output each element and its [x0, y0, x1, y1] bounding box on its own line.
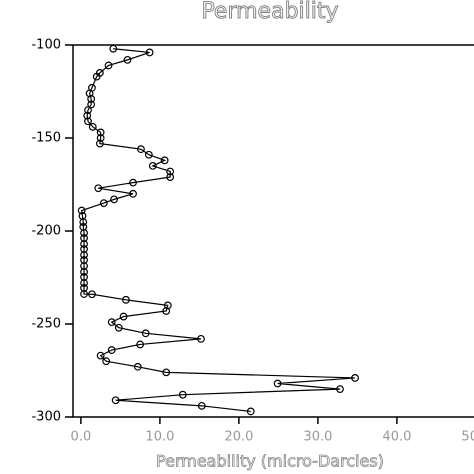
y-tick-label: -300: [31, 410, 61, 425]
x-tick-label: 50.0: [461, 430, 474, 445]
data-point: [107, 346, 116, 354]
x-tick-label: 10.0: [145, 430, 174, 445]
data-point: [123, 55, 132, 64]
data-point: [144, 150, 153, 159]
data-point: [83, 111, 92, 120]
data-point: [102, 357, 111, 366]
x-tick-label: 40.0: [382, 430, 411, 445]
y-tick-label: -200: [31, 224, 61, 239]
data-point: [88, 122, 97, 131]
data-point: [80, 240, 88, 248]
data-point: [162, 368, 171, 377]
data-point: [96, 128, 105, 137]
data-point: [141, 329, 150, 338]
data-point: [336, 385, 344, 394]
data-point: [197, 401, 206, 410]
data-point: [137, 145, 145, 154]
data-point: [111, 396, 120, 405]
data-point: [84, 117, 92, 126]
x-tick-label: 0.0: [71, 430, 92, 445]
data-point: [99, 199, 108, 208]
data-point: [133, 362, 142, 371]
data-point: [80, 256, 88, 264]
data-point: [148, 161, 157, 170]
data-line: [81, 48, 356, 413]
data-point: [95, 139, 104, 148]
x-tick-label: 30.0: [303, 430, 332, 445]
data-point: [80, 234, 88, 242]
data-point: [109, 44, 118, 53]
data-point: [119, 312, 128, 321]
data-point: [166, 167, 175, 176]
data-point: [114, 323, 123, 332]
data-point: [122, 295, 130, 304]
data-point: [178, 390, 187, 399]
x-axis-label: Permeability (micro-Darcies): [156, 452, 384, 471]
x-tick-label: 20.0: [224, 430, 253, 445]
data-point: [88, 290, 96, 299]
y-tick-label: -150: [31, 131, 61, 146]
data-point: [79, 218, 88, 226]
y-tick-label: -100: [31, 38, 61, 53]
data-point: [273, 379, 282, 388]
y-tick-label: -250: [31, 317, 61, 332]
data-point: [163, 301, 172, 310]
data-point: [92, 72, 101, 81]
data-point: [104, 61, 113, 70]
data-point: [96, 351, 105, 360]
data-point: [197, 334, 205, 343]
data-point: [129, 178, 137, 187]
data-point: [136, 340, 145, 349]
data-point: [160, 156, 169, 165]
data-point: [80, 229, 88, 237]
data-point: [84, 106, 92, 114]
data-point: [145, 48, 154, 57]
data-point: [85, 89, 94, 98]
data-point: [80, 245, 88, 253]
data-point: [110, 195, 118, 204]
data-point: [94, 184, 103, 193]
data-point: [80, 290, 88, 298]
data-point: [162, 307, 171, 315]
chart-title: Permeability: [201, 0, 338, 24]
data-point: [80, 262, 88, 270]
data-point: [96, 134, 105, 142]
data-point: [351, 374, 359, 382]
data-point: [87, 95, 96, 103]
data-point: [80, 279, 88, 287]
data-point: [77, 206, 86, 215]
data-point: [107, 318, 116, 327]
data-point: [166, 173, 175, 181]
plot-frame: [72, 44, 474, 418]
data-point: [80, 268, 88, 276]
data-point: [246, 407, 255, 416]
data-point: [80, 251, 88, 259]
data-point: [129, 189, 137, 198]
